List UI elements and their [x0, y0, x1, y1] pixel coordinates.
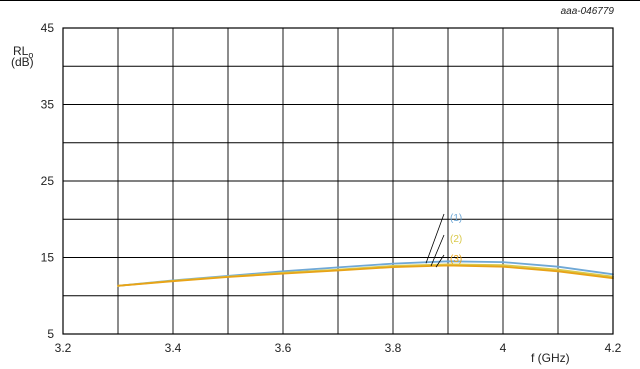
series-label-1: (1) — [450, 213, 462, 224]
x-tick-label: 3.6 — [275, 341, 292, 355]
x-tick-label: 4.2 — [605, 341, 622, 355]
series-line-3 — [117, 264, 614, 287]
grid-lines — [63, 28, 613, 334]
figure-id: aaa-046779 — [561, 6, 615, 17]
y-tick-label: 5 — [47, 327, 54, 341]
series-label-2: (2) — [450, 234, 462, 245]
data-series — [117, 260, 614, 287]
y-tick-label: 15 — [41, 251, 55, 265]
plot-frame — [62, 27, 614, 335]
series-label-3: (3) — [450, 254, 462, 265]
y-tick-label: 35 — [41, 98, 55, 112]
x-tick-label: 4 — [500, 341, 507, 355]
y-axis-title-subscript: o — [28, 50, 33, 60]
series-leader-line-3 — [435, 254, 445, 268]
y-tick-label: 45 — [41, 21, 55, 35]
x-tick-label: 3.2 — [55, 341, 72, 355]
series-leader-line-2 — [430, 234, 445, 267]
y-tick-labels: 5 15 25 35 45 — [41, 21, 55, 341]
series-leader-line-1 — [425, 213, 445, 264]
y-tick-label: 25 — [41, 174, 55, 188]
x-tick-label: 3.4 — [165, 341, 182, 355]
x-tick-label: 3.8 — [385, 341, 402, 355]
x-tick-labels: 3.2 3.4 3.6 3.8 4 4.2 — [55, 341, 622, 355]
x-axis-title: f (GHz) — [531, 351, 570, 365]
series-markers: (1) (2) (3) — [425, 213, 462, 268]
y-axis-title: RLo — [13, 44, 33, 60]
y-axis-title-main: RL — [13, 44, 29, 58]
y-axis-unit: (dB) — [11, 55, 34, 69]
